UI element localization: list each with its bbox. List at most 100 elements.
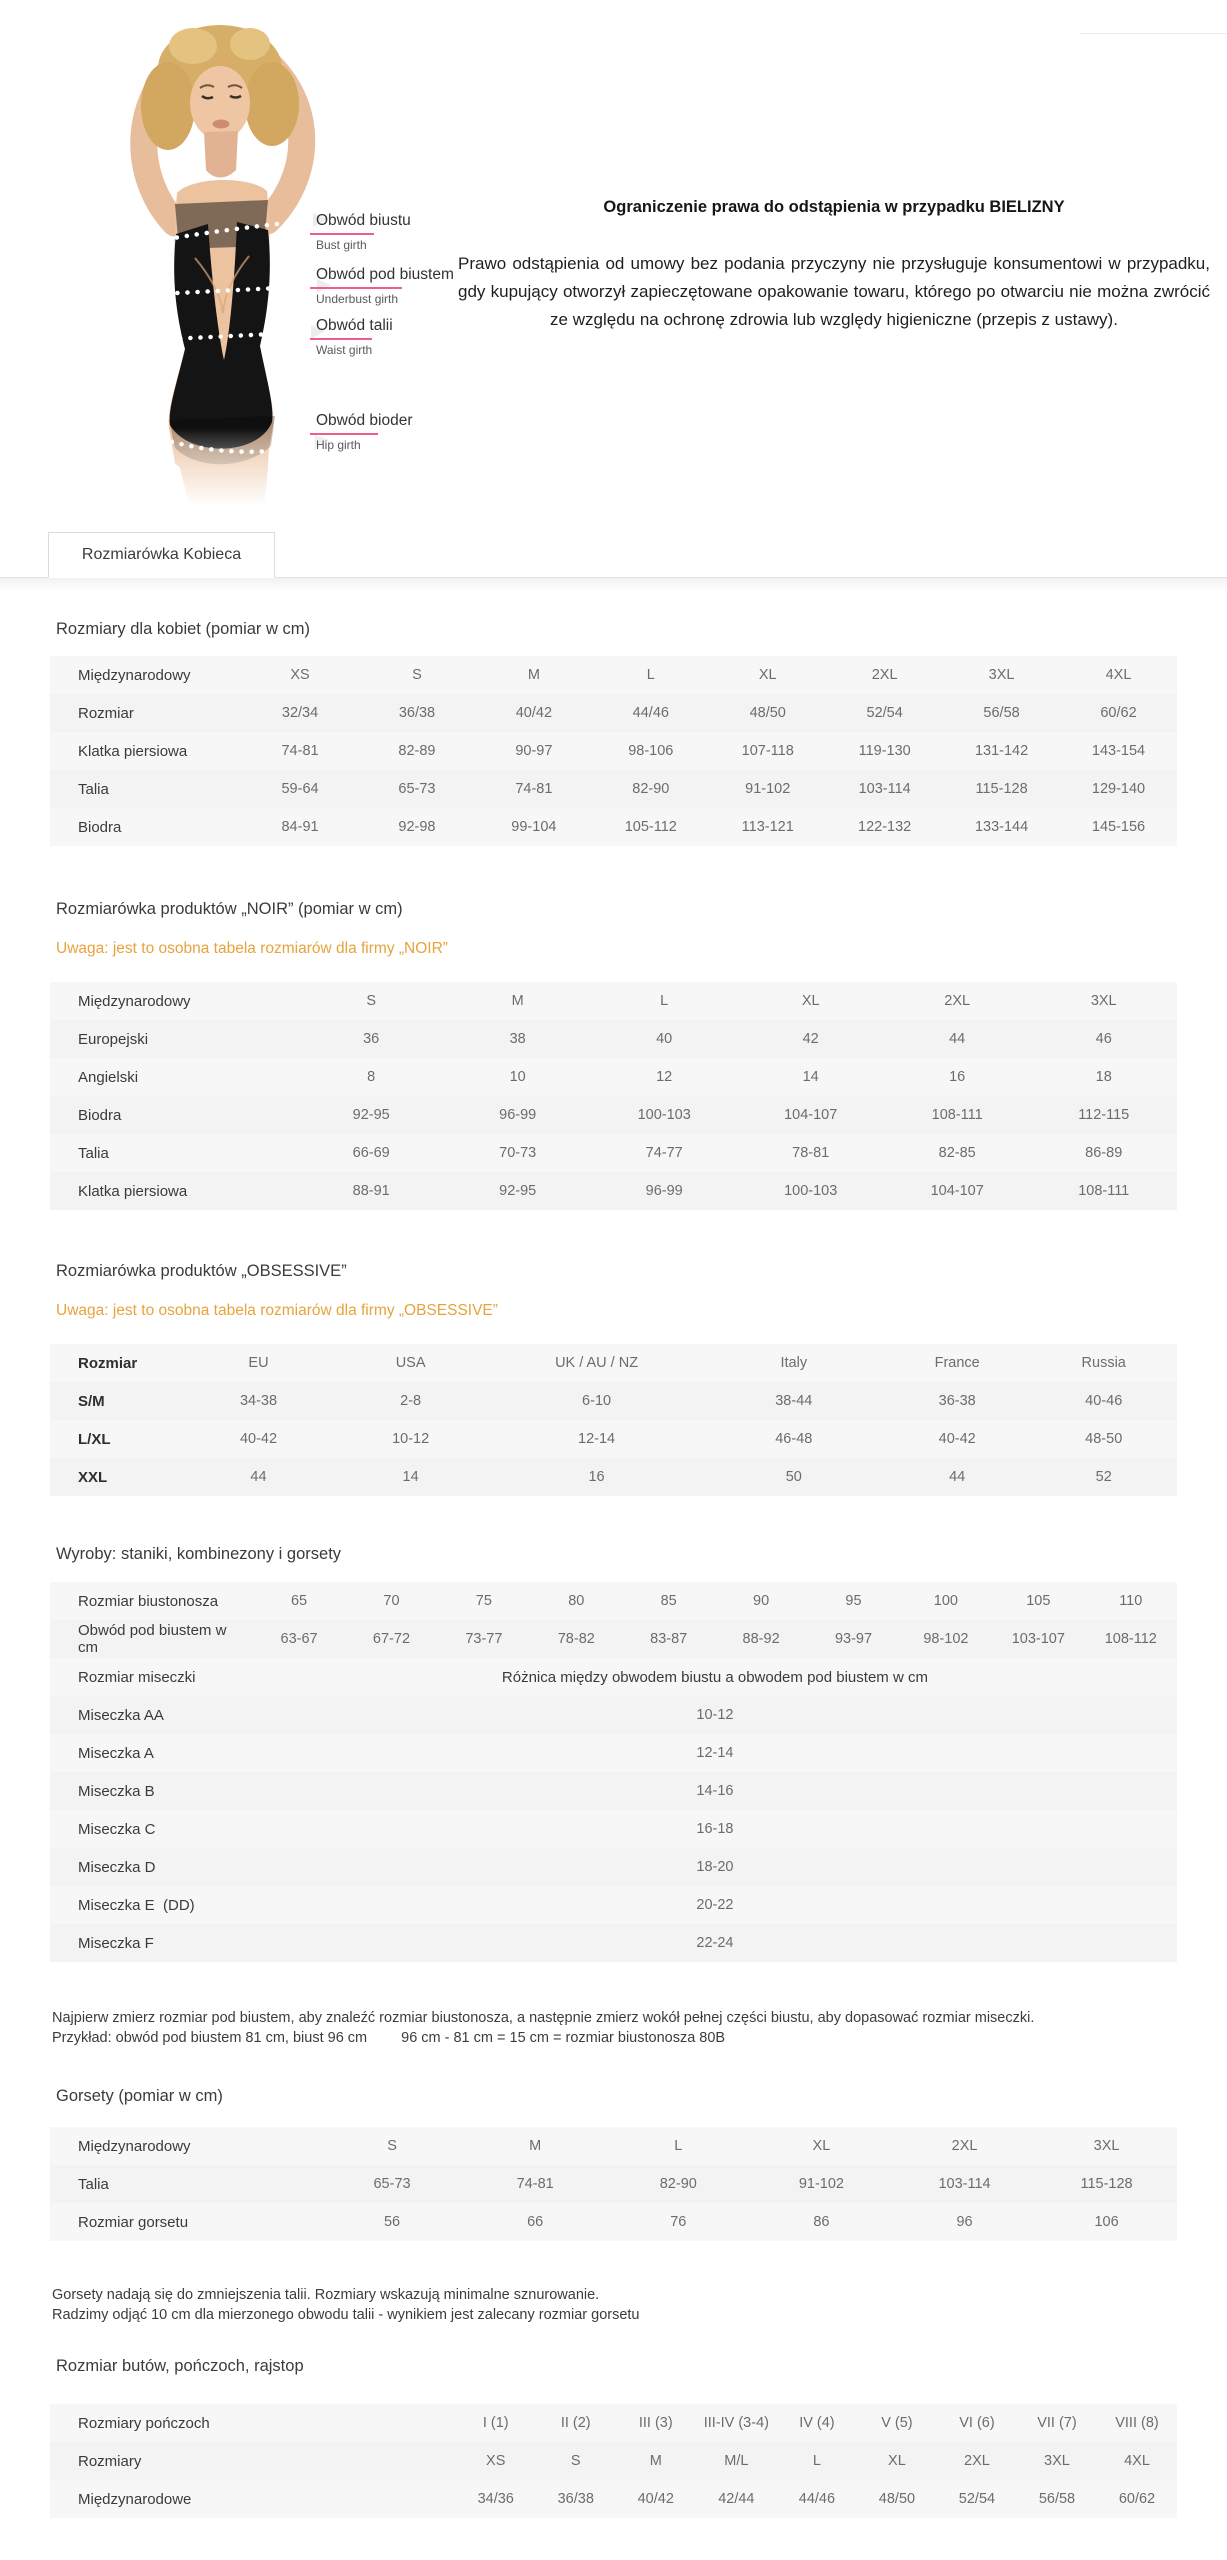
- table-cell: 34-38: [239, 1393, 278, 1409]
- table-cell: 74-81: [281, 743, 319, 759]
- table-cell: 74-81: [515, 781, 553, 797]
- tab-shadow: [0, 578, 1227, 592]
- table-cell: S: [412, 667, 422, 683]
- measure-label-pl: Obwód talii: [316, 317, 393, 334]
- table-cell: III-IV (3-4): [703, 2415, 769, 2431]
- table-cell: 10-12: [392, 1431, 430, 1447]
- row-label: Miseczka AA: [78, 1706, 164, 1724]
- measure-label-pl: Obwód bioder: [316, 412, 413, 429]
- row-label: Rozmiar miseczki: [78, 1668, 196, 1686]
- table-cell: VIII (8): [1115, 2415, 1159, 2431]
- table-row: Obwód pod biustem w cm 63-67 67-72 73-77 78-…: [50, 1620, 1177, 1658]
- table-row: Biodra 92-95 96-99 100-103 104-107 108-111 112…: [50, 1096, 1177, 1134]
- table-cell: 91-102: [798, 2176, 844, 2192]
- table-cell: 40: [656, 1031, 673, 1047]
- withdrawal-notice-body: Prawo odstąpienia od umowy bez podania p…: [458, 254, 1210, 329]
- table-cell: 90-97: [515, 743, 553, 759]
- table-cell: 40/42: [637, 2491, 674, 2507]
- table-cell: 16-18: [696, 1821, 734, 1837]
- table-cell: 82-90: [632, 781, 670, 797]
- row-label: L/XL: [78, 1430, 111, 1448]
- table-cell: 105-112: [624, 819, 677, 835]
- table-cell: 85: [660, 1593, 677, 1609]
- table-cell: M: [527, 667, 540, 683]
- table-cell: 67-72: [372, 1631, 411, 1647]
- table-cell: 3XL: [988, 667, 1015, 683]
- tab-rozmiarowka-kobieca[interactable]: Rozmiarówka Kobieca: [48, 532, 275, 578]
- table-cell: VII (7): [1037, 2415, 1077, 2431]
- table-row: Klatka piersiowa 74-81 82-89 90-97 98-106 107…: [50, 732, 1177, 770]
- stockings-sizes-table: Rozmiary pończoch I (1) II (2) III (3) III-I…: [50, 2404, 1177, 2518]
- table-cell: 59-64: [281, 781, 319, 797]
- table-cell: L: [674, 2138, 683, 2154]
- table-cell: 44/46: [632, 705, 669, 721]
- row-label: Rozmiary pończoch: [78, 2414, 210, 2432]
- table-cell: 18: [1095, 1069, 1112, 1085]
- table-cell: M/L: [724, 2453, 749, 2469]
- pink-underline: [310, 433, 378, 435]
- corset-note: Gorsety nadają się do zmniejszenia talii…: [52, 2285, 1177, 2325]
- measure-label-en: Bust girth: [316, 238, 367, 252]
- row-label: Talia: [78, 780, 109, 798]
- table-cell: 22-24: [696, 1935, 734, 1951]
- table-cell: 88-92: [742, 1631, 780, 1647]
- table-cell: 14: [402, 1469, 419, 1485]
- table-cell: 103-114: [938, 2176, 991, 2192]
- table-cell: 4XL: [1105, 667, 1132, 683]
- bra-example-left: Przykład: obwód pod biustem 81 cm, biust…: [52, 2030, 368, 2046]
- table-cell: Italy: [780, 1355, 808, 1371]
- table-cell: XS: [290, 667, 310, 683]
- table-row: Międzynarodowe 34/36 36/38 40/42 42/44 44/46 4…: [50, 2480, 1177, 2518]
- table-cell: 36: [363, 1031, 380, 1047]
- table-row: Rozmiar miseczki Różnica między obwodem b…: [50, 1658, 1177, 1696]
- table-cell: 96: [956, 2214, 973, 2230]
- table-cell: 66-69: [352, 1145, 390, 1161]
- table-cell: 60/62: [1118, 2491, 1156, 2507]
- table-cell: 42: [802, 1031, 819, 1047]
- table-cell: Różnica między obwodem biustu a obwodem …: [501, 1668, 928, 1686]
- section-title-women: Rozmiary dla kobiet (pomiar w cm): [56, 620, 310, 638]
- size-table: Rozmiar EU USA UK / AU / NZ Italy France Russi…: [50, 1344, 1177, 1496]
- table-cell: 65-73: [373, 2176, 411, 2192]
- table-cell: 34/36: [477, 2491, 514, 2507]
- table-cell: 100-103: [784, 1183, 838, 1199]
- table-row: Miseczka C 16-18: [50, 1810, 1177, 1848]
- table-cell: 65-73: [398, 781, 436, 797]
- table-cell: 56/58: [983, 705, 1020, 721]
- table-cell: XL: [812, 2138, 831, 2154]
- table-cell: 100-103: [637, 1107, 691, 1123]
- row-label: Międzynarodowe: [78, 2490, 192, 2508]
- table-cell: 103-107: [1011, 1631, 1065, 1647]
- size-charts-content: Rozmiary dla kobiet (pomiar w cm) Między…: [50, 619, 1177, 2518]
- row-label: Talia: [78, 1144, 109, 1162]
- row-label: Międzynarodowy: [78, 992, 191, 1010]
- tab-bar: Rozmiarówka Kobieca: [0, 532, 1227, 578]
- table-cell: 104-107: [784, 1107, 838, 1123]
- table-cell: 42/44: [718, 2491, 755, 2507]
- table-row: Rozmiary pończoch I (1) II (2) III (3) III-I…: [50, 2404, 1177, 2442]
- row-label: Rozmiar biustonosza: [78, 1592, 219, 1610]
- table-cell: 12-14: [578, 1431, 616, 1447]
- table-cell: 98-102: [923, 1631, 969, 1647]
- table-cell: 40-46: [1085, 1393, 1123, 1409]
- table-cell: 2XL: [944, 993, 971, 1009]
- table-cell: 40-42: [239, 1431, 278, 1447]
- obsessive-note: Uwaga: jest to osobna tabela rozmiarów d…: [56, 1302, 498, 1319]
- table-cell: 92-95: [499, 1183, 537, 1199]
- table-cell: II (2): [560, 2415, 591, 2431]
- corset-note-line2: Radzimy odjąć 10 cm dla mierzonego obwod…: [52, 2307, 640, 2323]
- table-cell: UK / AU / NZ: [555, 1355, 639, 1371]
- row-label: Biodra: [78, 818, 122, 836]
- table-cell: 91-102: [745, 781, 791, 797]
- size-table: Międzynarodowy S M L XL 2XL 3XL Talia 65-73 74-81…: [50, 2127, 1177, 2241]
- table-row: Rozmiar biustonosza 65 70 75 80 85 90 95 100 105 1…: [50, 1582, 1177, 1620]
- table-cell: 3XL: [1093, 2138, 1120, 2154]
- section-title-noir: Rozmiarówka produktów „NOIR” (pomiar w c…: [56, 900, 403, 918]
- measure-label-pl: Obwód pod biustem: [316, 266, 454, 283]
- table-row: Miseczka F 22-24: [50, 1924, 1177, 1962]
- table-cell: 2XL: [964, 2453, 990, 2469]
- table-row: Rozmiar 32/34 36/38 40/42 44/46 48/50 52/54 56/…: [50, 694, 1177, 732]
- table-row: Rozmiary XS S M M/L L XL 2XL 3XL 4XL: [50, 2442, 1177, 2480]
- table-cell: M: [529, 2138, 542, 2154]
- table-row: Biodra 84-91 92-98 99-104 105-112 113-121 122-…: [50, 808, 1177, 846]
